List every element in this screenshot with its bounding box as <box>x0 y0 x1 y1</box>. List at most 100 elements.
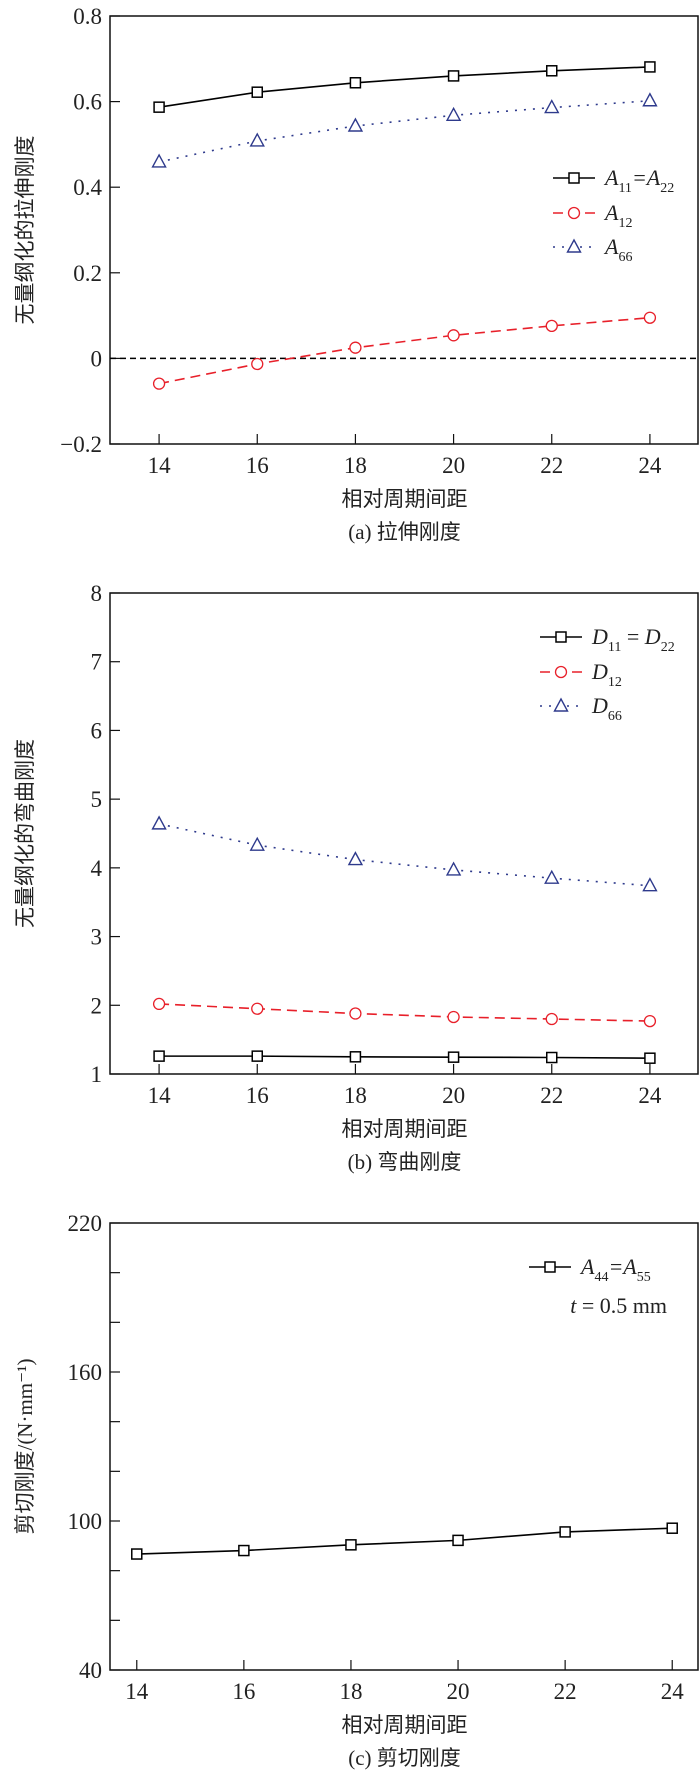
y-tick-label: 6 <box>91 718 103 743</box>
chart-caption: (a) 拉伸刚度 <box>348 520 461 544</box>
series-line <box>158 66 650 108</box>
y-tick-label: 40 <box>79 1658 102 1683</box>
chart-panel-b: 1 2 3 4 5 6 7 8 14 16 18 20 22 24 相对周期间距 (b) 弯曲刚度 无量纲化的弯… <box>13 581 699 1174</box>
x-tick-label: 18 <box>344 1083 367 1108</box>
square-marker <box>153 1050 165 1062</box>
series-d11-d22 <box>153 1050 656 1064</box>
square-marker <box>644 1052 656 1064</box>
x-axis-label: 相对周期间距 <box>342 487 468 511</box>
square-marker <box>546 1051 558 1064</box>
square-marker <box>544 1261 556 1273</box>
x-tick-label: 18 <box>339 1679 362 1704</box>
circle-marker <box>152 377 166 390</box>
triangle-marker <box>151 815 167 830</box>
square-marker <box>349 77 362 89</box>
x-tick-label: 22 <box>540 453 563 478</box>
x-tick-label: 20 <box>447 1679 470 1704</box>
y-tick-label: 8 <box>91 581 103 606</box>
series-a44-a55 <box>131 1522 678 1560</box>
x-tick-label: 24 <box>638 1083 662 1108</box>
series-a12 <box>152 311 657 390</box>
x-tick-label: 22 <box>540 1083 563 1108</box>
x-tick-label: 20 <box>442 453 465 478</box>
circle-marker <box>349 1007 362 1020</box>
circle-marker <box>251 357 264 371</box>
y-axis-label: 无量纲化的拉伸刚度 <box>13 136 37 325</box>
triangle-marker <box>445 861 462 876</box>
chart-panel-c: 40 100 160 220 14 16 18 20 22 24 相对周期间距 (c) 剪切刚度 剪切刚… <box>13 1211 699 1770</box>
square-marker <box>568 172 580 184</box>
x-tick-label: 22 <box>554 1679 577 1704</box>
plot-frame <box>109 592 699 1075</box>
y-axis-label: 剪切刚度/(N·mm⁻¹) <box>13 1358 37 1534</box>
series-d12 <box>152 997 657 1028</box>
y-axis-label: 无量纲化的弯曲刚度 <box>13 739 37 928</box>
y-tick-label: 0.2 <box>73 261 102 286</box>
square-marker <box>238 1544 250 1557</box>
legend-label: A66​ <box>603 234 632 265</box>
square-marker <box>546 65 558 77</box>
series-a11-a22 <box>153 61 656 113</box>
square-marker <box>251 86 263 98</box>
circle-marker <box>251 1002 264 1015</box>
x-tick-label: 24 <box>638 453 662 478</box>
chart-caption: (c) 剪切刚度 <box>348 1746 461 1770</box>
x-tick-label: 14 <box>148 453 172 478</box>
legend-item: A11​=A22​ <box>553 165 674 196</box>
x-tick-label: 20 <box>442 1083 465 1108</box>
triangle-marker <box>445 106 462 121</box>
x-tick-label: 16 <box>246 1083 269 1108</box>
y-tick-label: 3 <box>91 925 103 950</box>
triangle-marker <box>553 697 569 712</box>
x-tick-label: 16 <box>246 453 269 478</box>
square-marker <box>349 1051 362 1063</box>
y-tick-label: 1 <box>91 1062 103 1087</box>
triangle-marker <box>249 836 265 851</box>
circle-marker <box>349 341 362 354</box>
circle-marker <box>545 319 558 333</box>
plot-frame <box>109 1222 699 1671</box>
square-marker <box>345 1539 357 1551</box>
circle-marker <box>554 665 568 679</box>
triangle-marker <box>642 877 658 892</box>
y-tick-label: 220 <box>68 1211 103 1236</box>
legend-item: D66​ <box>540 693 622 724</box>
plot-frame <box>109 15 699 445</box>
triangle-marker <box>249 132 265 147</box>
series-line <box>159 1003 650 1022</box>
x-tick-label: 14 <box>148 1083 172 1108</box>
square-marker <box>153 101 165 113</box>
circle-marker <box>545 1012 558 1026</box>
legend-item: A66​ <box>553 234 632 265</box>
legend-label: D12​ <box>591 659 622 690</box>
legend-label: D66​ <box>591 693 622 724</box>
y-tick-label: 0.6 <box>73 90 102 115</box>
legend-label: A12​ <box>603 200 632 231</box>
y-tick-label: 0.4 <box>73 175 102 200</box>
square-marker <box>131 1548 143 1560</box>
triangle-marker <box>544 99 560 114</box>
y-tick-label: 100 <box>68 1509 103 1534</box>
chart-panel-a: −0.2 0 0.2 0.4 0.6 0.8 14 16 18 20 22 24 相对周期间距 (a) 拉… <box>13 4 699 544</box>
y-tick-label: 160 <box>68 1360 103 1385</box>
square-marker <box>452 1534 464 1547</box>
square-marker <box>447 1051 460 1063</box>
y-tick-label: 4 <box>91 856 103 881</box>
y-tick-label: 5 <box>91 787 103 812</box>
x-tick-label: 24 <box>661 1679 685 1704</box>
legend-item: A12​ <box>553 200 632 231</box>
x-tick-label: 16 <box>232 1679 255 1704</box>
triangle-marker <box>151 153 167 168</box>
circle-marker <box>152 997 166 1011</box>
y-tick-label: 7 <box>91 650 103 675</box>
series-line <box>158 823 650 887</box>
triangle-marker <box>544 869 560 884</box>
series-line <box>158 316 650 385</box>
x-axis-label: 相对周期间距 <box>342 1117 468 1141</box>
square-marker <box>447 70 460 82</box>
y-tick-label: −0.2 <box>60 432 102 457</box>
triangle-marker <box>566 238 582 253</box>
circle-marker <box>567 206 581 220</box>
x-axis-label: 相对周期间距 <box>342 1713 468 1737</box>
y-tick-label: 2 <box>91 993 103 1018</box>
